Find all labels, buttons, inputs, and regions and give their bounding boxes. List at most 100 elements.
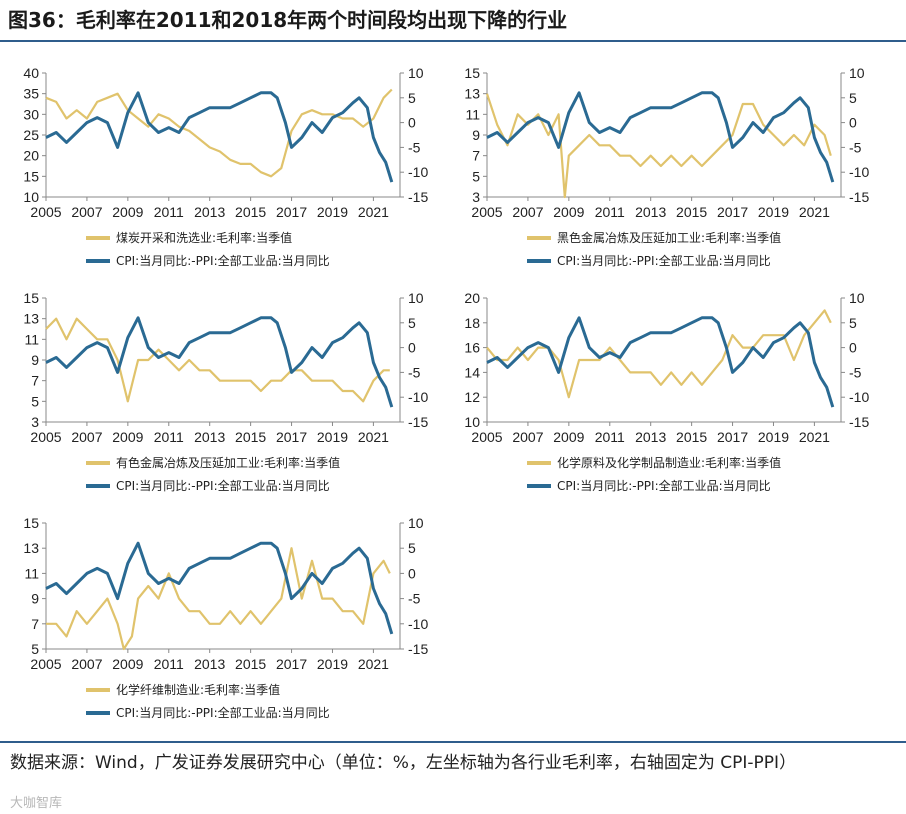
ferrous-margin-series-line	[485, 93, 832, 199]
chemical-x-tick-label: 2019	[758, 429, 789, 445]
coal-x-tick-label: 2007	[71, 204, 102, 220]
nonferrous-left-tick-label: 15	[23, 290, 39, 306]
coal-left-tick-label: 25	[23, 127, 39, 143]
fiber-left-tick-label: 13	[23, 540, 39, 556]
ferrous-left-tick-label: 11	[465, 106, 480, 122]
coal-right-tick-label: -10	[408, 164, 428, 180]
chemical-left-tick-label: 20	[464, 290, 480, 306]
coal-x-tick-label: 2005	[30, 204, 61, 220]
nonferrous-left-tick-label: 5	[31, 393, 39, 409]
coal-left-tick-label: 35	[23, 86, 39, 102]
chemical-left-tick-label: 10	[464, 414, 480, 430]
nonferrous-legend-label: CPI:当月同比:-PPI:全部工业品:当月同比	[116, 478, 330, 493]
fiber-cpi-ppi-series-line	[45, 541, 394, 635]
coal-right-tick-label: 10	[408, 65, 424, 81]
chemical-right-tick-label: -15	[849, 414, 869, 430]
fiber-right-tick-label: 10	[408, 515, 424, 531]
chemical-right-tick-label: -5	[849, 364, 862, 380]
ferrous-right-tick-label: -5	[849, 139, 862, 155]
fiber-x-tick-label: 2007	[71, 656, 102, 672]
chemical-right-tick-label: -10	[849, 389, 869, 405]
nonferrous-right-tick-label: -5	[408, 364, 421, 380]
coal-right-tick-label: 0	[408, 115, 416, 131]
ferrous-x-tick-label: 2009	[553, 204, 584, 220]
ferrous-legend-label: CPI:当月同比:-PPI:全部工业品:当月同比	[557, 253, 771, 268]
fiber-margin-series-line	[46, 547, 391, 651]
nonferrous-x-tick-label: 2009	[112, 429, 143, 445]
coal-right-tick-label: -15	[408, 189, 428, 205]
coal-x-tick-label: 2019	[317, 204, 348, 220]
coal-left-tick-label: 40	[23, 65, 39, 81]
coal-left-tick-label: 30	[23, 106, 39, 122]
ferrous-right-tick-label: -10	[849, 164, 869, 180]
chemical-legend-label: CPI:当月同比:-PPI:全部工业品:当月同比	[557, 478, 771, 493]
ferrous-x-tick-label: 2017	[717, 204, 748, 220]
source-note: 数据来源：Wind，广发证券发展研究中心（单位：%，左坐标轴为各行业毛利率，右轴…	[10, 753, 797, 773]
chemical-x-tick-label: 2021	[799, 429, 830, 445]
nonferrous-x-tick-label: 2021	[358, 429, 389, 445]
chemical-x-tick-label: 2015	[676, 429, 707, 445]
ferrous-x-tick-label: 2007	[512, 204, 543, 220]
nonferrous-x-tick-label: 2013	[194, 429, 225, 445]
ferrous-x-tick-label: 2015	[676, 204, 707, 220]
coal-legend-label: CPI:当月同比:-PPI:全部工业品:当月同比	[116, 253, 330, 268]
ferrous-x-tick-label: 2013	[635, 204, 666, 220]
nonferrous-left-tick-label: 11	[24, 331, 39, 347]
coal-left-tick-label: 10	[23, 189, 39, 205]
fiber-left-tick-label: 11	[24, 565, 39, 581]
coal-x-tick-label: 2021	[358, 204, 389, 220]
ferrous-x-tick-label: 2019	[758, 204, 789, 220]
ferrous-left-tick-label: 5	[472, 168, 480, 184]
ferrous-right-tick-label: 0	[849, 115, 857, 131]
coal-x-tick-label: 2015	[235, 204, 266, 220]
coal-legend-label: 煤炭开采和洗选业:毛利率:当季值	[116, 230, 292, 245]
nonferrous-x-tick-label: 2017	[276, 429, 307, 445]
coal-right-tick-label: -5	[408, 139, 421, 155]
ferrous-legend-label: 黑色金属冶炼及压延加工业:毛利率:当季值	[557, 230, 781, 245]
fiber-left-tick-label: 5	[31, 641, 39, 657]
nonferrous-x-tick-label: 2005	[30, 429, 61, 445]
chemical-right-tick-label: 5	[849, 315, 857, 331]
ferrous-right-tick-label: -15	[849, 189, 869, 205]
nonferrous-x-tick-label: 2011	[154, 429, 184, 445]
fiber-left-tick-label: 9	[31, 591, 39, 607]
nonferrous-cpi-ppi-series-line	[45, 316, 394, 408]
coal-x-tick-label: 2013	[194, 204, 225, 220]
nonferrous-legend-label: 有色金属冶炼及压延加工业:毛利率:当季值	[116, 455, 340, 470]
ferrous-left-tick-label: 13	[464, 86, 480, 102]
nonferrous-x-tick-label: 2019	[317, 429, 348, 445]
chemical-left-tick-label: 14	[464, 364, 480, 380]
fiber-x-tick-label: 2021	[358, 656, 389, 672]
fiber-left-tick-label: 15	[23, 515, 39, 531]
nonferrous-x-tick-label: 2007	[71, 429, 102, 445]
coal-x-tick-label: 2009	[112, 204, 143, 220]
nonferrous-right-tick-label: 5	[408, 315, 416, 331]
coal-x-tick-label: 2011	[154, 204, 184, 220]
fiber-right-tick-label: 0	[408, 565, 416, 581]
fiber-x-tick-label: 2005	[30, 656, 61, 672]
nonferrous-left-tick-label: 9	[31, 352, 39, 368]
coal-right-tick-label: 5	[408, 90, 416, 106]
chemical-margin-series-line	[486, 309, 832, 399]
coal-left-tick-label: 15	[23, 168, 39, 184]
fiber-x-tick-label: 2009	[112, 656, 143, 672]
chemical-x-tick-label: 2005	[471, 429, 502, 445]
source-rule	[0, 741, 906, 743]
ferrous-x-tick-label: 2005	[471, 204, 502, 220]
chemical-x-tick-label: 2013	[635, 429, 666, 445]
nonferrous-x-tick-label: 2015	[235, 429, 266, 445]
ferrous-left-tick-label: 7	[472, 148, 480, 164]
ferrous-x-tick-label: 2011	[595, 204, 625, 220]
fiber-x-tick-label: 2011	[154, 656, 184, 672]
fiber-legend-label: 化学纤维制造业:毛利率:当季值	[116, 682, 280, 697]
chemical-left-tick-label: 18	[464, 315, 480, 331]
chemical-left-tick-label: 16	[464, 340, 480, 356]
nonferrous-right-tick-label: -15	[408, 414, 428, 430]
coal-x-tick-label: 2017	[276, 204, 307, 220]
nonferrous-right-tick-label: -10	[408, 389, 428, 405]
chemical-x-tick-label: 2007	[512, 429, 543, 445]
fiber-legend-label: CPI:当月同比:-PPI:全部工业品:当月同比	[116, 705, 330, 720]
chemical-x-tick-label: 2009	[553, 429, 584, 445]
ferrous-left-tick-label: 3	[472, 189, 480, 205]
